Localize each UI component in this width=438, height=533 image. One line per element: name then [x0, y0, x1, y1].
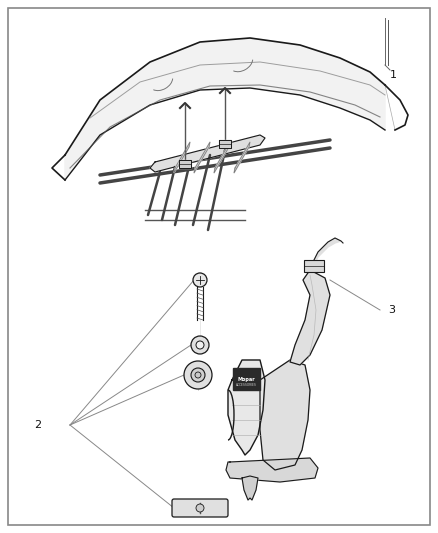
- Circle shape: [191, 368, 205, 382]
- Text: 2: 2: [35, 420, 42, 430]
- Circle shape: [184, 361, 212, 389]
- Polygon shape: [174, 142, 190, 173]
- Circle shape: [191, 336, 209, 354]
- Polygon shape: [226, 458, 318, 482]
- Polygon shape: [228, 360, 265, 455]
- FancyBboxPatch shape: [172, 499, 228, 517]
- Text: 1: 1: [390, 70, 397, 80]
- Polygon shape: [150, 135, 265, 172]
- Polygon shape: [194, 142, 210, 173]
- Polygon shape: [179, 160, 191, 168]
- Circle shape: [193, 273, 207, 287]
- Polygon shape: [260, 360, 310, 470]
- Polygon shape: [242, 476, 258, 500]
- Circle shape: [196, 341, 204, 349]
- Polygon shape: [214, 142, 230, 173]
- Polygon shape: [290, 270, 330, 365]
- Polygon shape: [219, 140, 231, 148]
- Text: ACCESSORIES: ACCESSORIES: [236, 383, 256, 387]
- Text: Mopar: Mopar: [237, 376, 255, 382]
- Polygon shape: [234, 142, 250, 173]
- Polygon shape: [233, 368, 260, 390]
- Circle shape: [195, 372, 201, 378]
- Circle shape: [196, 504, 204, 512]
- Text: 3: 3: [388, 305, 395, 315]
- Polygon shape: [314, 238, 341, 265]
- Bar: [304, 260, 324, 272]
- Polygon shape: [65, 38, 385, 180]
